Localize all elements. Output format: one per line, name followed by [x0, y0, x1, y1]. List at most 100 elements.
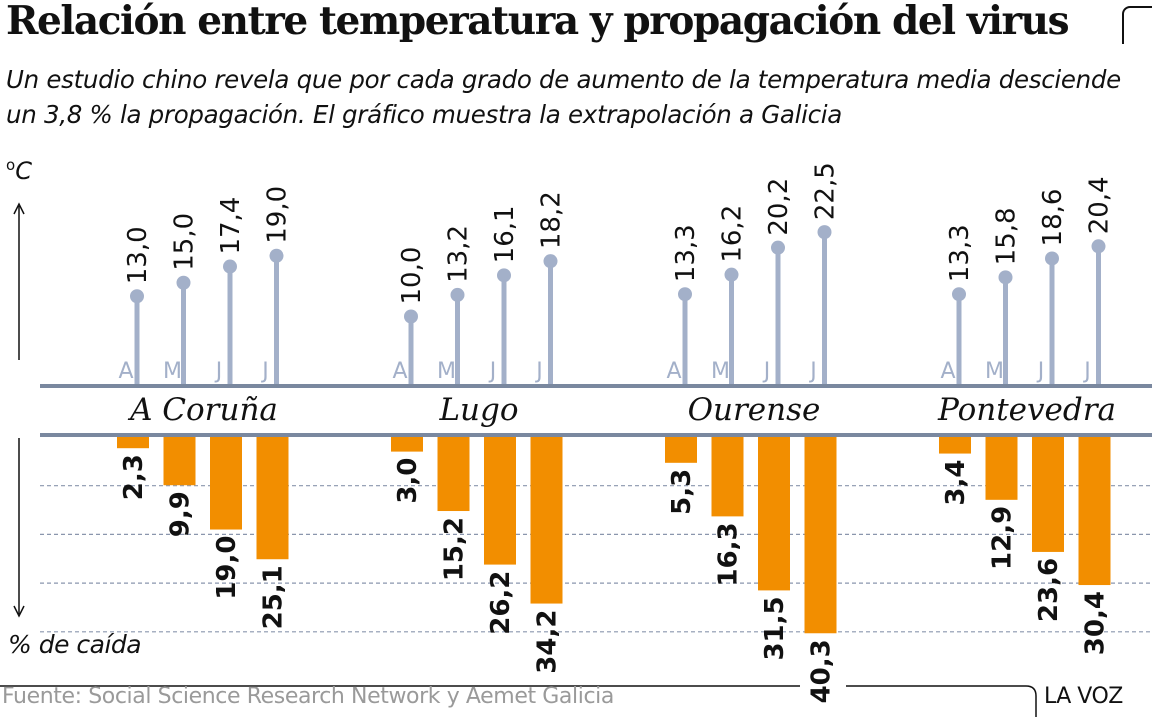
temperature-value-label: 10,0 — [397, 247, 427, 305]
drop-value-label: 16,3 — [714, 522, 744, 586]
drop-value-label: 19,0 — [212, 536, 242, 600]
temperature-axis-label: oC — [6, 156, 32, 185]
drop-axis-arrow — [13, 438, 25, 618]
month-label: A — [118, 359, 133, 384]
chart-subtitle: Un estudio chino revela que por cada gra… — [6, 65, 1121, 129]
temperature-value-label: 13,3 — [945, 224, 975, 282]
drop-bar — [758, 437, 790, 591]
drop-bar — [711, 437, 744, 517]
drop-bar — [163, 437, 196, 486]
temperature-value-label: 13,3 — [671, 224, 701, 282]
temperature-value-label: 13,0 — [123, 226, 153, 284]
drop-bar — [210, 437, 242, 530]
drop-bar — [1032, 437, 1064, 552]
temperature-point — [771, 240, 785, 255]
drop-value-label: 9,9 — [166, 491, 196, 537]
temperature-point — [269, 248, 284, 263]
province-label: Lugo — [438, 392, 518, 428]
temperature-point — [998, 270, 1013, 285]
temperature-point — [404, 309, 418, 324]
drop-value-label: 2,3 — [119, 454, 149, 500]
temperature-value-label: 16,1 — [490, 205, 520, 263]
drop-value-label: 3,0 — [393, 458, 423, 504]
drop-value-label: 25,1 — [259, 565, 289, 629]
province-label: Ourense — [688, 392, 821, 428]
month-label: A — [940, 359, 955, 384]
temperature-value-label: 20,2 — [764, 178, 794, 236]
month-label: J — [488, 359, 497, 384]
drop-value-label: 30,4 — [1081, 591, 1111, 655]
temperature-point — [678, 287, 692, 302]
drop-bar — [985, 437, 1018, 500]
month-label: A — [392, 359, 407, 384]
gridlines — [40, 485, 1152, 633]
drop-bar — [256, 437, 289, 560]
month-label: J — [762, 359, 771, 384]
temperature-value-label: 16,2 — [718, 205, 748, 263]
temperature-point — [543, 254, 558, 269]
month-label: A — [666, 359, 681, 384]
province-label: A Coruña — [127, 392, 278, 428]
drop-bar — [437, 437, 470, 512]
temperature-value-label: 15,8 — [992, 207, 1022, 265]
drop-value-label: 5,3 — [667, 469, 697, 515]
drop-bar — [1078, 437, 1111, 586]
temperature-value-label: 17,4 — [216, 197, 246, 255]
drop-value-label: 40,3 — [807, 639, 837, 703]
drop-bar — [484, 437, 516, 565]
temperature-point — [497, 268, 511, 283]
month-label: M — [163, 359, 182, 384]
drop-value-label: 23,6 — [1034, 558, 1064, 622]
temperature-point — [130, 289, 144, 304]
drop-bar — [530, 437, 563, 604]
drop-bar — [804, 437, 837, 634]
drop-bar — [117, 437, 149, 449]
province-labels: A Coruña Lugo Ourense Pontevedra — [127, 392, 1116, 428]
drop-axis-label: % de caída — [8, 630, 142, 659]
month-label: J — [534, 359, 543, 384]
temperature-point — [1091, 239, 1106, 254]
degree-symbol: o — [6, 156, 16, 174]
temperature-value-label: 13,2 — [444, 225, 474, 283]
drop-bar — [391, 437, 423, 452]
temperature-value-label: 19,0 — [263, 186, 293, 244]
drop-value-label: 31,5 — [760, 596, 790, 660]
temperature-point — [223, 259, 237, 274]
drop-bar — [665, 437, 697, 463]
month-label: J — [808, 359, 817, 384]
footer-rule — [0, 685, 1037, 717]
temperature-unit: C — [15, 157, 32, 185]
temperature-point — [817, 225, 832, 240]
drop-value-label: 34,2 — [533, 610, 563, 674]
source-note: Fuente: Social Science Research Network … — [2, 684, 614, 709]
temperature-value-label: 20,4 — [1085, 176, 1115, 234]
temperature-point — [1045, 251, 1059, 266]
drop-value-label: 26,2 — [486, 571, 516, 635]
month-label: M — [437, 359, 456, 384]
corner-bracket-decoration — [1122, 6, 1152, 44]
temperature-point — [724, 267, 739, 282]
month-label: J — [260, 359, 269, 384]
month-label: M — [985, 359, 1004, 384]
value-labels: 13,0 15,0 17,4 19,0 10,0 13,2 16,1 18,2 13,3 16,2… — [119, 162, 1115, 703]
temperature-value-label: 18,2 — [537, 191, 567, 249]
drop-value-label: 15,2 — [440, 517, 470, 581]
temperature-value-label: 18,6 — [1038, 189, 1068, 247]
drop-bar — [939, 437, 971, 454]
month-label: J — [1036, 359, 1045, 384]
temperature-point — [450, 287, 465, 302]
temperature-axis-arrow — [13, 202, 25, 360]
temperature-value-label: 22,5 — [811, 162, 841, 220]
drop-bars — [117, 437, 1111, 634]
province-label: Pontevedra — [937, 392, 1116, 428]
drop-value-label: 3,4 — [941, 460, 971, 506]
month-label: J — [1082, 359, 1091, 384]
temperature-value-label: 15,0 — [170, 213, 200, 271]
temperature-point — [176, 275, 191, 290]
month-label: J — [214, 359, 223, 384]
drop-value-label: 12,9 — [988, 506, 1018, 570]
temperature-point — [952, 287, 966, 302]
chart-title: Relación entre temperatura y propagación… — [6, 0, 1070, 44]
